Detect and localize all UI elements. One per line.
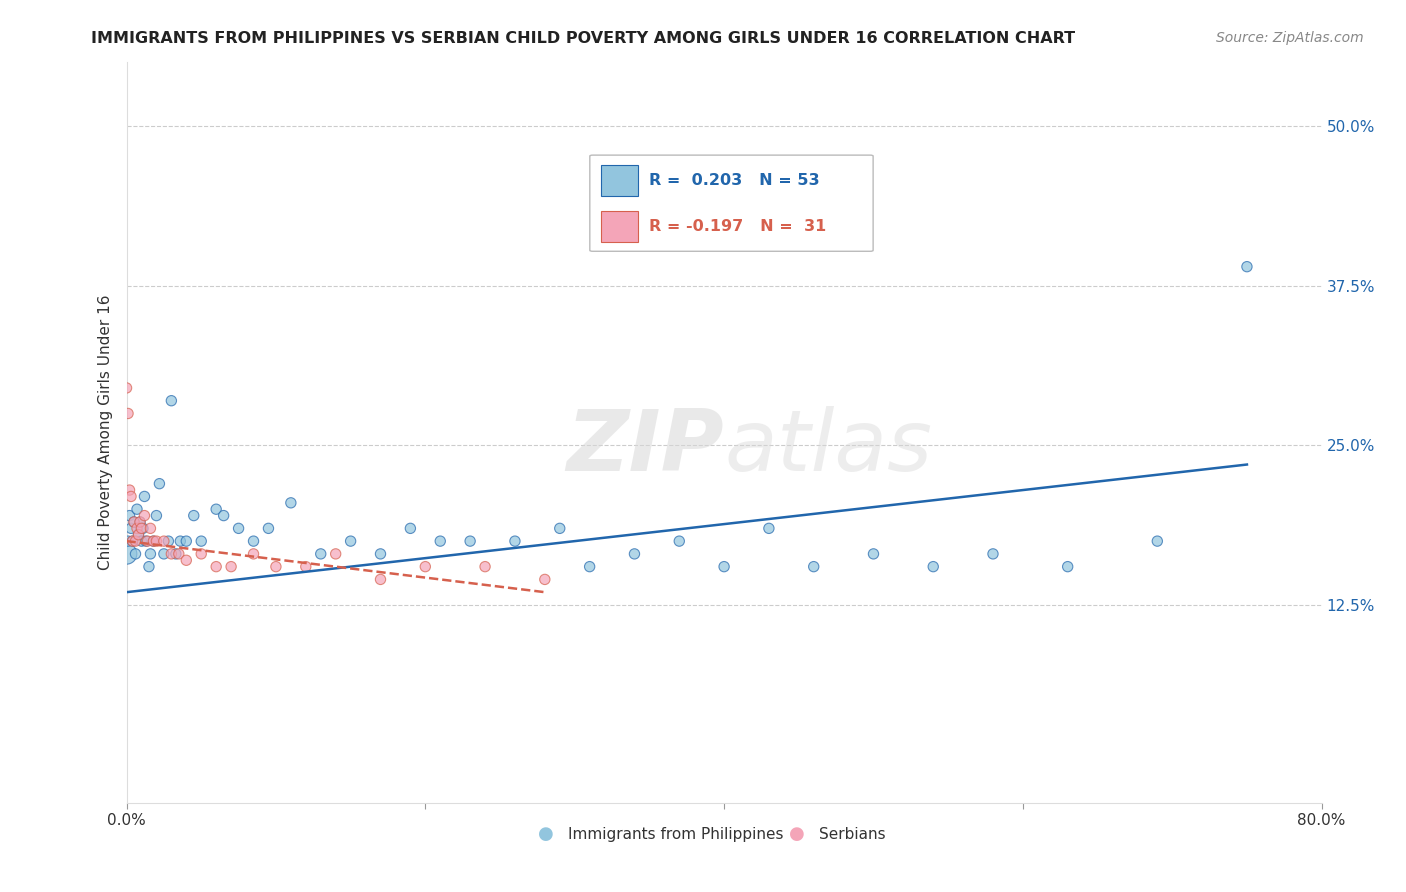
Point [474, 559, 496, 574]
Point [134, 508, 156, 523]
Text: R = -0.197   N =  31: R = -0.197 N = 31 [650, 219, 827, 234]
Point [121, 534, 143, 549]
Point [309, 547, 332, 561]
FancyBboxPatch shape [591, 155, 873, 252]
Point [139, 521, 162, 535]
Point [174, 553, 197, 567]
Point [145, 508, 167, 523]
Point [153, 547, 176, 561]
Point [713, 559, 735, 574]
Text: ●: ● [538, 825, 554, 843]
Point [136, 534, 159, 549]
Point [578, 559, 600, 574]
Text: IMMIGRANTS FROM PHILIPPINES VS SERBIAN CHILD POVERTY AMONG GIRLS UNDER 16 CORREL: IMMIGRANTS FROM PHILIPPINES VS SERBIAN C… [91, 31, 1076, 46]
Point [862, 547, 884, 561]
Point [1236, 260, 1258, 274]
Text: ZIP: ZIP [567, 406, 724, 489]
Point [131, 521, 153, 535]
Point [157, 534, 180, 549]
Text: atlas: atlas [724, 406, 932, 489]
Point [370, 573, 392, 587]
Point [122, 515, 145, 529]
Point [190, 534, 212, 549]
Point [145, 534, 167, 549]
Point [148, 476, 170, 491]
Point [205, 502, 228, 516]
Text: ●: ● [789, 825, 804, 843]
Point [115, 381, 138, 395]
Point [131, 534, 153, 549]
Point [160, 393, 183, 408]
Point [242, 547, 264, 561]
Point [134, 490, 156, 504]
Point [129, 515, 152, 529]
Point [922, 559, 945, 574]
Text: R =  0.203   N = 53: R = 0.203 N = 53 [650, 173, 820, 187]
Point [122, 515, 145, 529]
Point [120, 490, 142, 504]
Point [548, 521, 571, 535]
Bar [602, 165, 638, 195]
Point [1146, 534, 1168, 549]
Point [115, 547, 138, 561]
Point [169, 534, 191, 549]
Point [160, 547, 183, 561]
Point [117, 534, 139, 549]
Point [325, 547, 347, 561]
Point [117, 407, 139, 421]
Y-axis label: Child Poverty Among Girls Under 16: Child Poverty Among Girls Under 16 [97, 295, 112, 570]
Point [458, 534, 481, 549]
Point [121, 534, 143, 549]
Point [118, 508, 141, 523]
Point [534, 573, 557, 587]
Point [183, 508, 205, 523]
Point [142, 534, 165, 549]
Point [429, 534, 451, 549]
Point [165, 547, 187, 561]
Point [294, 559, 316, 574]
Point [190, 547, 212, 561]
Point [212, 508, 235, 523]
Point [803, 559, 825, 574]
Bar [602, 211, 638, 242]
Point [219, 559, 242, 574]
Point [242, 534, 264, 549]
Point [135, 534, 157, 549]
Text: Source: ZipAtlas.com: Source: ZipAtlas.com [1216, 31, 1364, 45]
Point [139, 547, 162, 561]
Point [124, 534, 146, 549]
Point [118, 483, 141, 497]
Point [623, 547, 645, 561]
Point [370, 547, 392, 561]
Point [228, 521, 250, 535]
Point [127, 527, 149, 541]
Point [257, 521, 280, 535]
Point [138, 559, 160, 574]
Point [125, 521, 148, 535]
Point [264, 559, 287, 574]
Point [120, 521, 142, 535]
Point [205, 559, 228, 574]
Point [174, 534, 197, 549]
Point [127, 527, 149, 541]
Point [153, 534, 176, 549]
Point [280, 496, 302, 510]
Point [415, 559, 437, 574]
Text: Immigrants from Philippines: Immigrants from Philippines [568, 827, 783, 841]
Text: Serbians: Serbians [818, 827, 886, 841]
Point [758, 521, 780, 535]
Point [124, 547, 146, 561]
Point [339, 534, 361, 549]
Point [132, 521, 155, 535]
Point [142, 534, 165, 549]
Point [668, 534, 690, 549]
Point [1056, 559, 1078, 574]
Point [129, 515, 152, 529]
Point [981, 547, 1004, 561]
Point [503, 534, 526, 549]
Point [125, 502, 148, 516]
Point [399, 521, 422, 535]
Point [167, 547, 190, 561]
